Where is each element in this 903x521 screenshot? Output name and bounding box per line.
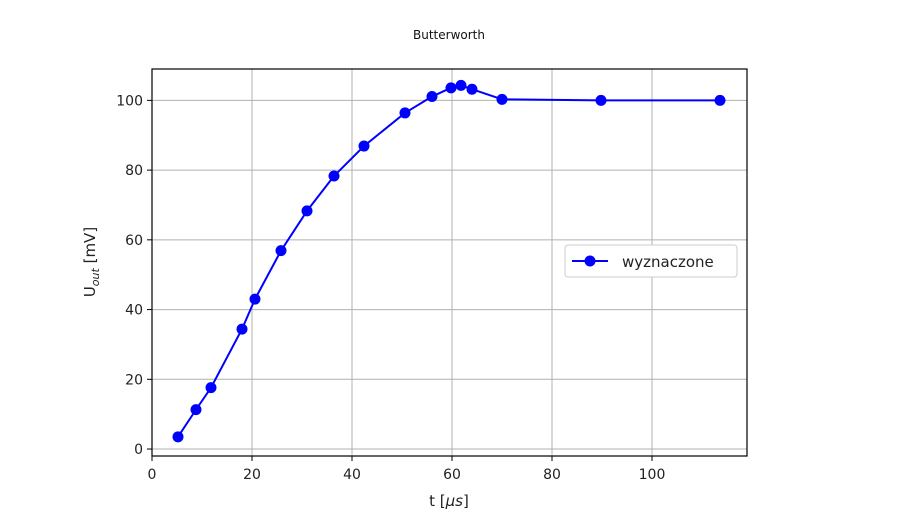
x-tick-label: 20	[243, 467, 261, 483]
y-tick-label: 100	[116, 93, 143, 109]
legend-marker-sample	[584, 255, 596, 267]
y-tick-label: 80	[125, 163, 143, 179]
data-point	[205, 382, 217, 394]
data-point	[466, 83, 478, 95]
x-tick-label: 100	[639, 467, 666, 483]
data-point	[426, 91, 438, 103]
y-axis-label-sub: out	[89, 267, 102, 286]
data-point	[714, 94, 726, 106]
data-point	[301, 205, 313, 217]
x-axis-label-main: t [	[429, 492, 446, 510]
x-tick-label: 40	[343, 467, 361, 483]
x-axis-label: t [μs]	[429, 492, 469, 510]
axes: 0 20 40 60 80 100 0 20 40 60 80 100	[116, 68, 748, 483]
x-tick-label: 60	[443, 467, 461, 483]
y-axis-label-main: U	[81, 286, 99, 297]
data-point	[190, 404, 202, 416]
y-axis-label-tail: [mV]	[81, 227, 99, 268]
y-axis-label: Uout [mV]	[81, 227, 102, 297]
series-wyznaczone	[172, 79, 726, 443]
data-point	[172, 431, 184, 443]
x-axis-label-unit: μs	[445, 492, 464, 510]
data-point	[236, 323, 248, 335]
data-point	[328, 170, 340, 182]
data-point	[275, 245, 287, 257]
y-tick-label: 0	[134, 442, 143, 458]
data-point	[496, 93, 508, 105]
data-point	[455, 79, 467, 91]
legend-frame	[564, 244, 738, 278]
y-tick-label: 40	[125, 303, 143, 319]
data-point	[445, 82, 457, 94]
plot-frame	[151, 68, 748, 457]
x-axis-label-tail: ]	[463, 492, 469, 510]
x-tick-label: 0	[148, 467, 157, 483]
data-point	[249, 293, 261, 305]
data-point	[358, 140, 370, 152]
chart-title: Butterworth	[413, 28, 485, 42]
legend: wyznaczone	[564, 244, 738, 278]
legend-label: wyznaczone	[622, 253, 714, 271]
y-tick-label: 60	[125, 233, 143, 249]
y-tick-label: 20	[125, 372, 143, 388]
data-point	[595, 94, 607, 106]
data-point	[399, 107, 411, 119]
x-tick-label: 80	[543, 467, 561, 483]
